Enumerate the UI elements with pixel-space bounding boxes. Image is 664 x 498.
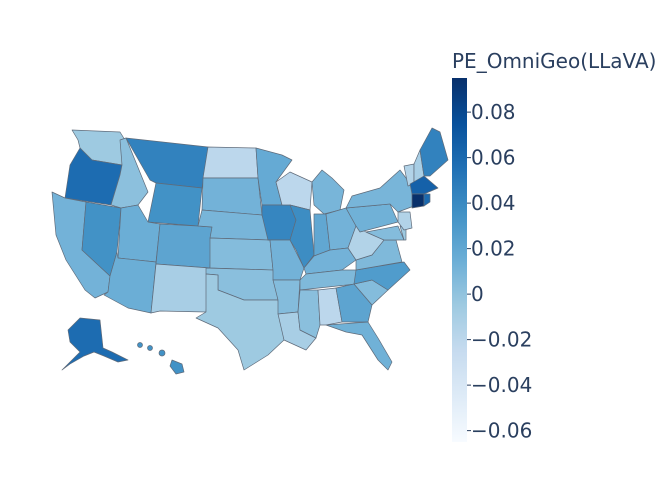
state-md[interactable]: [365, 225, 405, 241]
colorbar-title: PE_OmniGeo(LLaVA): [452, 49, 656, 73]
colorbar-tick-label: −0.04: [471, 373, 532, 397]
us-states-map: [51, 127, 449, 375]
colorbar-tick-label: 0.04: [471, 191, 516, 215]
state-ia[interactable]: [261, 204, 297, 241]
colorbar-tick-label: −0.06: [471, 419, 532, 443]
state-ak[interactable]: [61, 317, 129, 371]
state-co[interactable]: [155, 223, 213, 269]
state-ct[interactable]: [411, 193, 425, 209]
state-hi-island-kauai[interactable]: [137, 342, 143, 348]
state-tx[interactable]: [195, 273, 285, 371]
colorbar-gradient: [452, 78, 467, 442]
state-ma[interactable]: [409, 175, 439, 195]
state-hi-island-oahu[interactable]: [147, 345, 153, 351]
state-sd[interactable]: [201, 177, 263, 216]
state-al[interactable]: [317, 287, 343, 326]
colorbar-tick-label: 0.08: [471, 100, 516, 124]
state-ks[interactable]: [209, 237, 274, 271]
colorbar-tick-label: 0.06: [471, 146, 516, 170]
colorbar-tick-label: −0.02: [471, 328, 532, 352]
state-nd[interactable]: [202, 146, 259, 179]
colorbar-tick-label: 0.02: [471, 237, 516, 261]
state-ms[interactable]: [297, 289, 321, 339]
state-mi[interactable]: [311, 169, 345, 215]
state-ga[interactable]: [335, 283, 373, 323]
state-ri[interactable]: [423, 193, 431, 207]
state-hi-island-maui[interactable]: [158, 349, 166, 357]
state-az[interactable]: [103, 251, 157, 314]
state-me[interactable]: [419, 127, 449, 177]
state-nj[interactable]: [397, 211, 413, 231]
state-nc[interactable]: [353, 261, 411, 291]
state-il[interactable]: [289, 204, 315, 269]
state-fl[interactable]: [325, 321, 393, 371]
state-hi[interactable]: [169, 359, 185, 375]
state-wy[interactable]: [147, 182, 203, 227]
colorbar-tick-label: 0: [471, 282, 484, 306]
colorbar-ticks: 0.08 0.06 0.04 0.02 0 −0.02 −0.04 −0.06: [467, 100, 532, 443]
state-nm[interactable]: [150, 263, 211, 314]
